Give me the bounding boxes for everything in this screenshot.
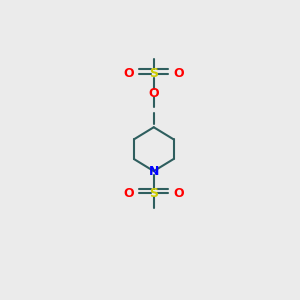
Text: O: O [148,87,159,100]
Text: N: N [148,165,159,178]
Text: S: S [149,187,158,200]
Text: O: O [173,67,184,80]
Text: O: O [124,187,134,200]
Text: O: O [173,187,184,200]
Text: S: S [149,67,158,80]
Text: O: O [124,67,134,80]
